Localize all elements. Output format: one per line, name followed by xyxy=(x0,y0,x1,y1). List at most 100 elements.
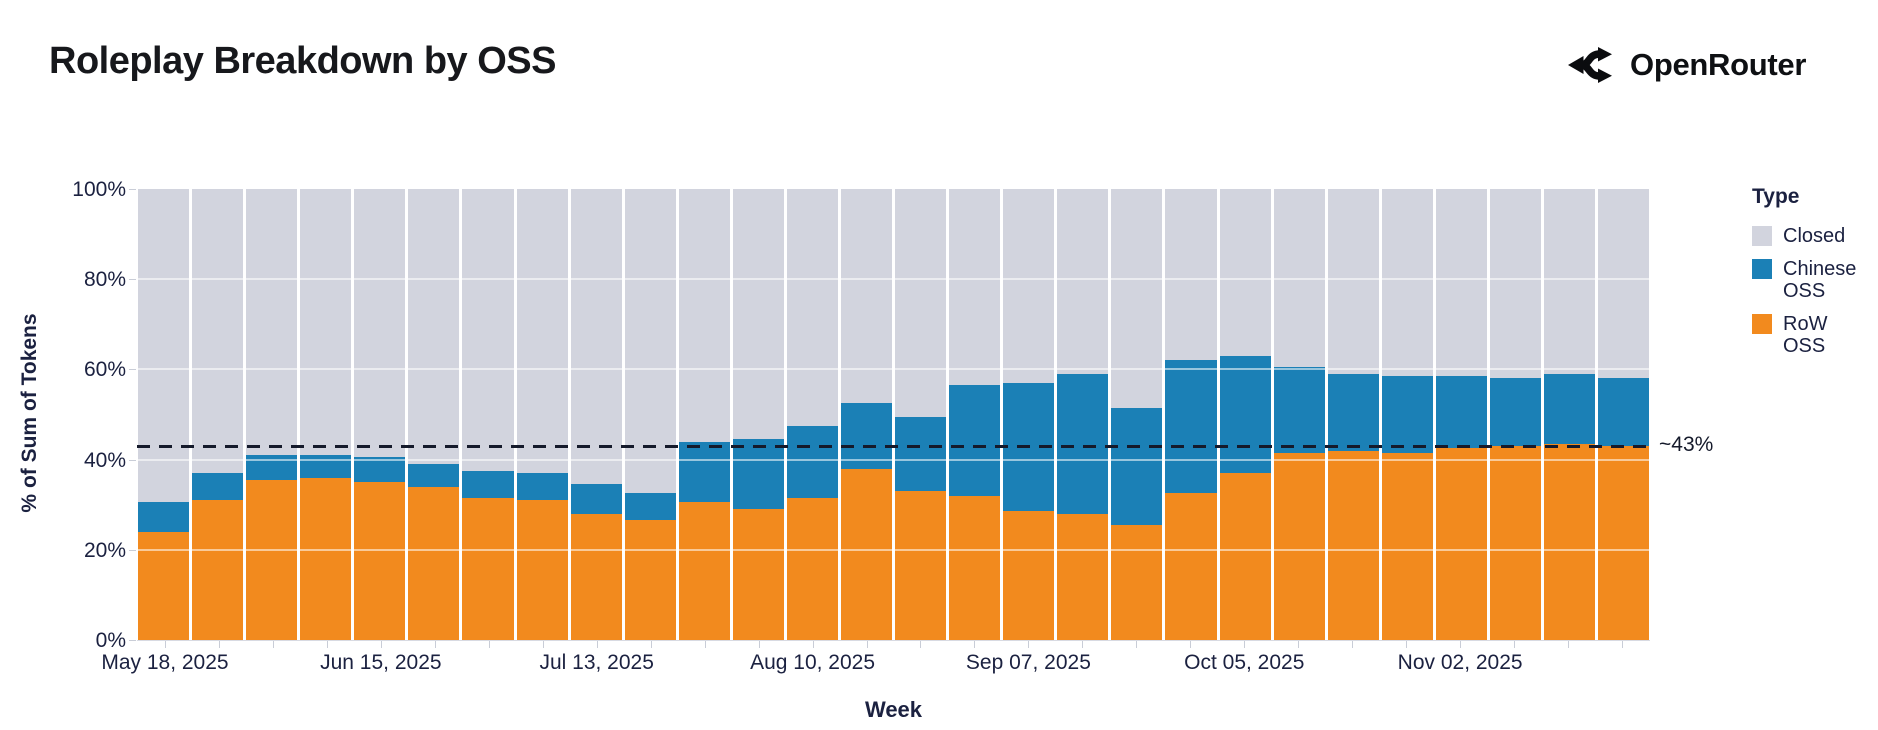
y-tick-label-100%: 100% xyxy=(72,178,126,201)
y-tick-mark xyxy=(129,549,136,551)
x-tick-label-jul-13-2025: Jul 13, 2025 xyxy=(539,651,654,674)
page-title: Roleplay Breakdown by OSS xyxy=(49,40,556,82)
y-tick-label-60%: 60% xyxy=(83,358,126,382)
segment-chinese-oss xyxy=(1381,376,1433,453)
x-tick-mark xyxy=(758,641,760,648)
reference-line-label: ~43% xyxy=(1659,433,1714,456)
segment-chinese-oss xyxy=(1544,373,1596,444)
segment-chinese-oss xyxy=(949,385,1001,496)
legend-label: Chinese OSS xyxy=(1783,258,1857,302)
segment-closed xyxy=(895,189,947,417)
segment-chinese-oss xyxy=(570,484,622,514)
segment-chinese-oss xyxy=(462,470,514,498)
x-tick-mark xyxy=(164,641,166,648)
segment-closed xyxy=(1057,189,1109,374)
x-tick-mark xyxy=(1352,641,1354,648)
y-tick-mark xyxy=(129,640,136,641)
bar-jun-22-2025 xyxy=(408,189,460,640)
x-tick-mark xyxy=(1298,641,1300,648)
y-axis-title: % of Sum of Tokens xyxy=(18,313,41,513)
segment-closed xyxy=(1544,189,1596,374)
x-tick-mark xyxy=(218,641,220,648)
segment-chinese-oss xyxy=(841,403,893,469)
segment-closed xyxy=(786,189,839,426)
segment-row-oss xyxy=(732,509,784,640)
segment-chinese-oss xyxy=(624,493,676,521)
y-tick-label-80%: 80% xyxy=(83,268,126,292)
segment-chinese-oss xyxy=(1273,367,1325,453)
bar-sep-21-2025 xyxy=(1111,189,1163,640)
bar-sep-07-2025 xyxy=(1003,189,1055,640)
segment-row-oss xyxy=(246,479,298,640)
segment-row-oss xyxy=(841,468,893,640)
segment-closed xyxy=(1327,189,1379,374)
x-tick-label-may-18-2025: May 18, 2025 xyxy=(101,651,229,674)
segment-closed xyxy=(1381,189,1433,377)
segment-chinese-oss xyxy=(1057,373,1109,514)
segment-chinese-oss xyxy=(192,473,244,501)
legend-item-closed: Closed xyxy=(1752,225,1870,247)
x-tick-mark xyxy=(974,641,976,648)
x-tick-label-nov-02-2025: Nov 02, 2025 xyxy=(1397,651,1523,674)
bar-jun-08-2025 xyxy=(300,189,352,640)
segment-row-oss xyxy=(1435,448,1487,640)
bar-aug-03-2025 xyxy=(732,189,784,640)
segment-row-oss xyxy=(1327,450,1379,640)
bar-oct-12-2025 xyxy=(1273,189,1325,640)
segment-chinese-oss xyxy=(1219,355,1271,474)
segment-closed xyxy=(841,189,893,404)
x-tick-mark xyxy=(1514,641,1516,648)
segment-row-oss xyxy=(516,500,568,640)
x-tick-label-oct-05-2025: Oct 05, 2025 xyxy=(1184,651,1305,674)
brand-name: OpenRouter xyxy=(1630,47,1807,82)
bar-jun-15-2025 xyxy=(354,189,406,640)
bar-oct-26-2025 xyxy=(1381,189,1433,640)
bar-aug-24-2025 xyxy=(895,189,947,640)
segment-closed xyxy=(1219,189,1271,356)
x-tick-mark xyxy=(326,641,328,648)
x-tick-mark xyxy=(1190,641,1192,648)
x-tick-label-sep-07-2025: Sep 07, 2025 xyxy=(965,651,1091,674)
segment-closed xyxy=(1165,189,1217,361)
segment-row-oss xyxy=(1111,524,1163,640)
segment-closed xyxy=(624,189,676,494)
segment-closed xyxy=(138,189,190,503)
x-tick-mark xyxy=(1460,641,1462,648)
segment-closed xyxy=(354,189,406,458)
segment-chinese-oss xyxy=(138,502,190,532)
x-tick-mark xyxy=(1136,641,1138,648)
x-tick-mark xyxy=(434,641,436,648)
segment-row-oss xyxy=(408,486,460,640)
segment-closed xyxy=(678,189,730,442)
segment-chinese-oss xyxy=(408,464,460,487)
bar-sep-28-2025 xyxy=(1165,189,1217,640)
segment-row-oss xyxy=(462,497,514,640)
bar-aug-31-2025 xyxy=(949,189,1001,640)
segment-closed xyxy=(462,189,514,471)
segment-row-oss xyxy=(138,531,190,640)
segment-closed xyxy=(408,189,460,465)
x-axis-title: Week xyxy=(864,697,923,722)
segment-chinese-oss xyxy=(732,439,784,510)
segment-chinese-oss xyxy=(300,455,352,478)
x-tick-label-aug-10-2025: Aug 10, 2025 xyxy=(750,651,876,674)
bar-nov-02-2025 xyxy=(1435,189,1487,640)
segment-chinese-oss xyxy=(895,416,947,492)
bar-nov-09-2025 xyxy=(1489,189,1542,640)
x-tick-mark xyxy=(920,641,922,648)
bars-container xyxy=(137,189,1650,640)
legend-swatch xyxy=(1752,259,1772,279)
legend-label: RoW OSS xyxy=(1783,313,1828,357)
segment-row-oss xyxy=(1273,452,1325,640)
segment-row-oss xyxy=(1381,452,1433,640)
segment-chinese-oss xyxy=(1598,378,1650,447)
x-tick-mark xyxy=(542,641,544,648)
x-tick-mark xyxy=(866,641,868,648)
bar-aug-10-2025 xyxy=(786,189,839,640)
bar-nov-23-2025 xyxy=(1598,189,1650,640)
segment-chinese-oss xyxy=(516,473,568,501)
segment-row-oss xyxy=(570,513,622,640)
bar-may-18-2025 xyxy=(138,189,190,640)
segment-closed xyxy=(516,189,568,474)
segment-closed xyxy=(1003,189,1055,383)
